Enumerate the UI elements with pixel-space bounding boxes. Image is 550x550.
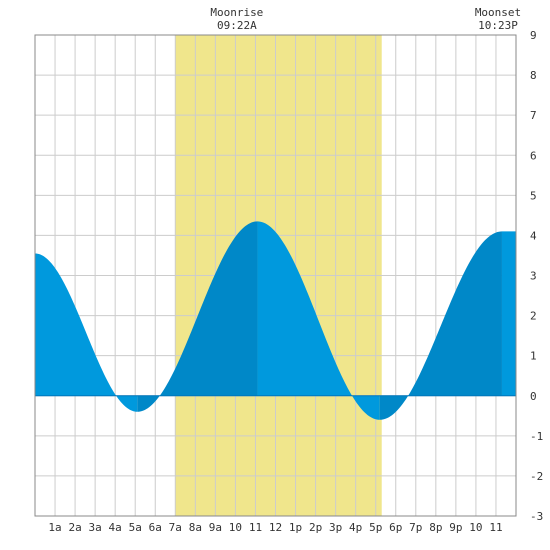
tide-area-falling (257, 221, 380, 420)
tide-area-rising (379, 231, 502, 420)
y-tick-label: 9 (530, 29, 537, 42)
x-tick-label: 8a (189, 521, 202, 534)
x-tick-label: 10 (469, 521, 482, 534)
x-tick-label: 1p (289, 521, 302, 534)
moonset-time: 10:23P (478, 19, 518, 32)
y-tick-label: 4 (530, 229, 537, 242)
x-tick-label: 6p (389, 521, 402, 534)
tide-area-falling (501, 231, 516, 396)
x-tick-label: 7p (409, 521, 422, 534)
x-tick-label: 9a (209, 521, 222, 534)
moonrise-time: 09:22A (217, 19, 257, 32)
y-tick-label: -3 (530, 510, 543, 523)
x-tick-label: 3p (329, 521, 342, 534)
tide-area-rising (137, 221, 258, 412)
moonrise-label: Moonrise (210, 6, 263, 19)
x-tick-label: 5p (369, 521, 382, 534)
y-tick-label: 2 (530, 310, 537, 323)
y-tick-label: 1 (530, 350, 537, 363)
tide-area-falling (35, 253, 138, 412)
y-tick-label: 6 (530, 149, 537, 162)
x-tick-label: 3a (89, 521, 102, 534)
x-tick-label: 2a (68, 521, 81, 534)
y-tick-label: 3 (530, 270, 537, 283)
x-tick-label: 12 (269, 521, 282, 534)
x-tick-label: 11 (489, 521, 502, 534)
y-tick-label: 8 (530, 69, 537, 82)
x-tick-label: 1a (48, 521, 61, 534)
y-tick-label: 5 (530, 189, 537, 202)
x-tick-label: 9p (449, 521, 462, 534)
x-tick-label: 2p (309, 521, 322, 534)
y-tick-label: -2 (530, 470, 543, 483)
x-tick-label: 11 (249, 521, 262, 534)
x-tick-label: 10 (229, 521, 242, 534)
x-tick-label: 8p (429, 521, 442, 534)
moonset-label: Moonset (475, 6, 521, 19)
x-tick-label: 5a (129, 521, 142, 534)
x-tick-label: 7a (169, 521, 182, 534)
x-tick-label: 4a (109, 521, 122, 534)
y-tick-label: 7 (530, 109, 537, 122)
x-tick-label: 6a (149, 521, 162, 534)
x-tick-label: 4p (349, 521, 362, 534)
y-tick-label: 0 (530, 390, 537, 403)
plot-frame (34, 34, 517, 517)
y-tick-label: -1 (530, 430, 543, 443)
